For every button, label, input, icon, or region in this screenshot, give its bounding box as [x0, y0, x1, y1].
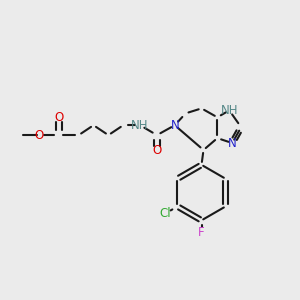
Text: O: O	[54, 111, 64, 124]
Text: NH: NH	[220, 104, 238, 117]
Text: O: O	[34, 129, 44, 142]
Text: N: N	[170, 119, 179, 132]
Text: N: N	[228, 136, 237, 150]
Text: F: F	[198, 226, 205, 239]
Text: O: O	[152, 145, 162, 158]
Text: NH: NH	[131, 119, 149, 132]
Text: Cl: Cl	[160, 207, 171, 220]
